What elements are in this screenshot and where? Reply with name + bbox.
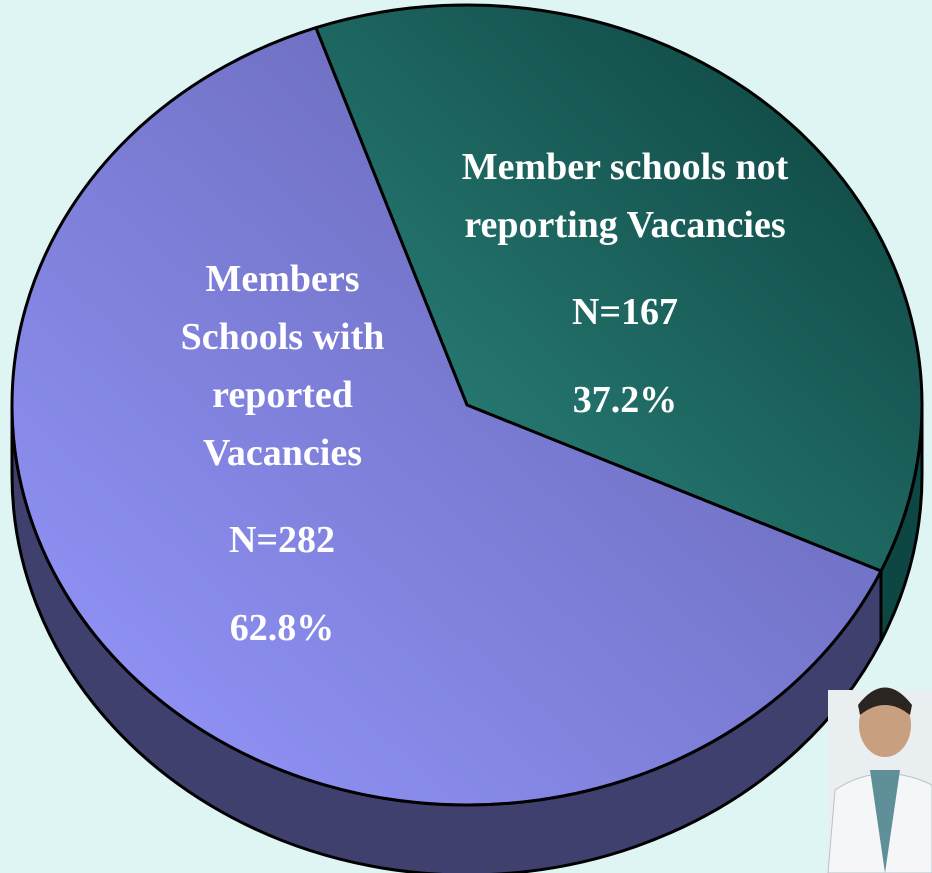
value-label: 62.8%	[157, 599, 407, 657]
person-photo	[828, 688, 932, 873]
count-label: N=282	[157, 511, 407, 569]
page: Member schools not reporting Vacancies N…	[0, 0, 932, 873]
slice-label: Members Schools with reported Vacancies	[140, 250, 425, 482]
slice-label: Member schools not reporting Vacancies	[400, 138, 850, 254]
count-label: N=167	[500, 283, 750, 341]
value-label: 37.2%	[500, 371, 750, 429]
